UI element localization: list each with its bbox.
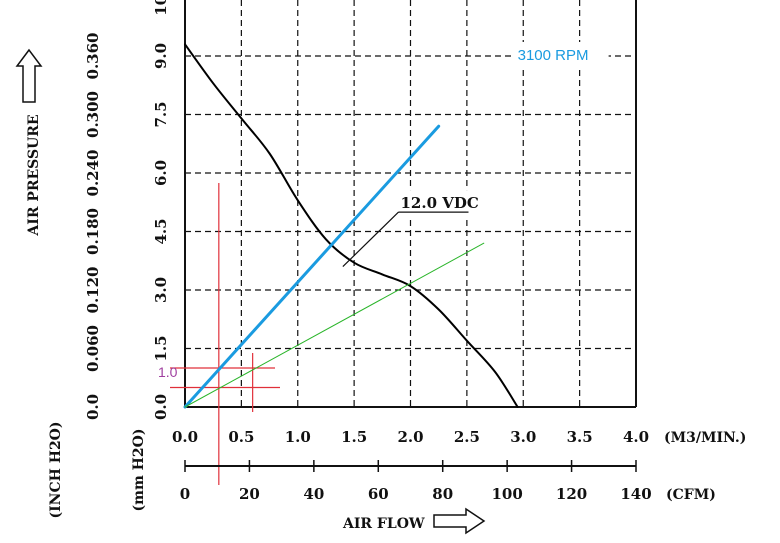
y-tick-label-mm: 0.0	[152, 394, 170, 420]
x-tick-label-cfm: 80	[432, 485, 453, 503]
y-ticks-mmh2o: 0.0 1.5 3.0 4.5 6.0 7.5 9.0 10.5	[152, 0, 170, 420]
x-tick-label-m3min: 1.5	[341, 428, 367, 446]
y-tick-label-inch: 0.360	[84, 33, 102, 80]
right-arrow-icon	[433, 507, 486, 535]
y-tick-label-inch: 0.120	[84, 267, 102, 314]
y-tick-label-mm: 1.5	[152, 335, 170, 361]
y-tick-label-inch: 0.060	[84, 325, 102, 372]
x-tick-label-cfm: 60	[368, 485, 389, 503]
reference-lines	[170, 183, 280, 485]
y-tick-label-inch: 0.240	[84, 150, 102, 197]
x-tick-label-cfm: 40	[303, 485, 324, 503]
rpm-label: 3100 RPM	[518, 47, 589, 64]
y-unit-mm: (mm H2O)	[131, 429, 147, 512]
x-unit-m3min: (M3/MIN.)	[664, 430, 746, 446]
vdc-leader-line	[342, 211, 399, 268]
y-axis-title: AIR PRESSURE	[26, 114, 42, 236]
y-tick-label-mm: 9.0	[152, 43, 170, 69]
y-unit-inch: (INCH H2O)	[48, 421, 64, 518]
x-tick-label-m3min: 4.0	[623, 428, 649, 446]
x-tick-label-m3min: 0.0	[172, 428, 198, 446]
y-tick-label-mm: 7.5	[152, 101, 170, 127]
value-marker-label: 1.0	[158, 364, 178, 380]
y-tick-label-mm: 3.0	[152, 277, 170, 303]
x-unit-cfm: (CFM)	[666, 487, 716, 503]
x-axis-title: AIR FLOW	[342, 516, 425, 532]
y-tick-label-mm: 10.5	[152, 0, 170, 16]
plot-frame	[184, 0, 637, 408]
x-tick-label-m3min: 0.5	[228, 428, 254, 446]
x-tick-label-cfm: 20	[239, 485, 260, 503]
x-tick-label-m3min: 2.0	[397, 428, 423, 446]
series-line-12-0-vdc	[184, 43, 519, 408]
x-tick-label-m3min: 3.5	[567, 428, 593, 446]
series-line-3100-rpm	[183, 124, 441, 409]
y-tick-label-inch: 0.0	[84, 394, 102, 420]
x-ticks-m3min: 0.0 0.5 1.0 1.5 2.0 2.5 3.0 3.5 4.0	[172, 428, 649, 446]
x-tick-label-m3min: 1.0	[285, 428, 311, 446]
x-tick-label-cfm: 140	[620, 485, 651, 503]
x-tick-label-m3min: 2.5	[454, 428, 480, 446]
y-ticks-inchh2o: 0.0 0.060 0.120 0.180 0.240 0.300 0.360	[84, 33, 102, 421]
x-tick-label-cfm: 0	[180, 485, 190, 503]
rpm-label-background	[512, 42, 609, 66]
x-tick-label-m3min: 3.0	[510, 428, 536, 446]
x-tick-label-cfm: 100	[491, 485, 522, 503]
series-lines	[183, 43, 519, 409]
y-tick-label-inch: 0.180	[84, 208, 102, 255]
y-tick-label-mm: 6.0	[152, 160, 170, 186]
series-line-green	[184, 242, 485, 408]
vdc-label: 12.0 VDC	[401, 194, 479, 212]
x-tick-label-cfm: 120	[556, 485, 587, 503]
y-tick-label-mm: 4.5	[152, 218, 170, 244]
x-ticks-cfm: 0 20 40 60 80 100 120 140	[180, 460, 652, 503]
annotations: 3100 RPM 12.0 VDC 1.0	[158, 42, 609, 380]
up-arrow-icon	[15, 48, 43, 103]
y-tick-label-inch: 0.300	[84, 91, 102, 138]
